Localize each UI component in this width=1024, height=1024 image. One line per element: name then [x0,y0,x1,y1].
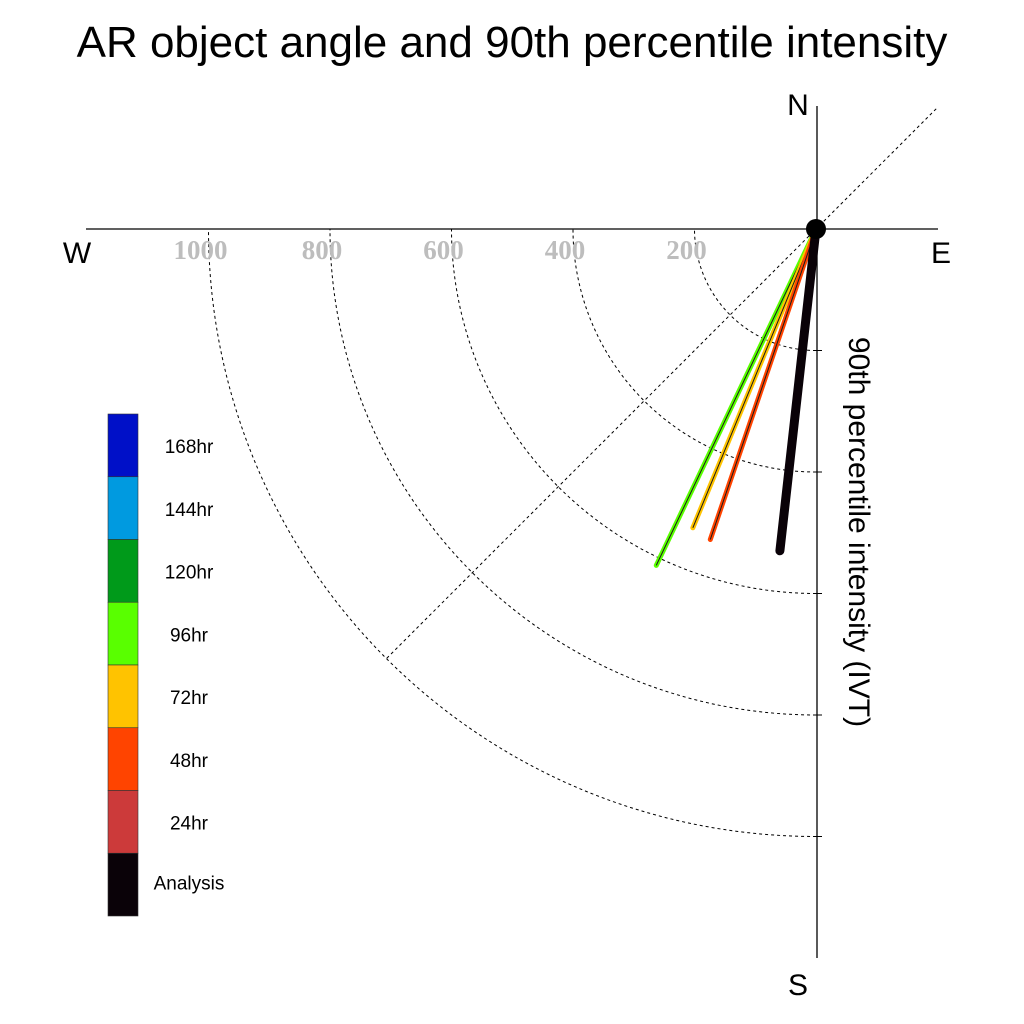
legend-label-72hr: 72hr [170,688,209,709]
series-line-48hr-core [709,228,817,540]
radial-tick-label-200: 200 [666,235,707,265]
legend-swatch-144hr [107,476,139,540]
compass-north-label: N [787,89,809,122]
legend-label-48hr: 48hr [170,751,209,772]
polar-grid [208,108,937,837]
legend-label-analysis: Analysis [154,873,225,894]
radial-tick-label-400: 400 [545,235,586,265]
radial-tick-label-600: 600 [423,235,464,265]
legend-swatch-48hr [107,727,139,791]
grid-arc-1000 [208,228,817,837]
compass-east-label: E [931,237,951,270]
radial-tick-label-1000: 1000 [174,235,228,265]
grid-arc-600 [451,228,817,594]
compass-south-label: S [788,969,808,1002]
legend-swatch-analysis [107,852,139,917]
origin-dot [806,219,826,239]
legend: 168hr 144hr 120hr 96hr 72hr 48hr 24hr Analysis [107,413,225,917]
series-lines [653,224,821,568]
series-line-96hr-core [655,228,817,566]
legend-label-120hr: 120hr [165,563,214,584]
series-line-72hr-core [692,228,817,528]
grid-arc-800 [329,228,817,716]
legend-label-144hr: 144hr [165,500,214,521]
compass-west-label: W [63,237,92,270]
radial-tick-labels: 200 400 600 800 1000 [174,235,707,265]
grid-arc-400 [572,228,817,473]
y-axis-label: 90th percentile intensity (IVT) [842,337,875,727]
legend-swatch-24hr [107,790,139,854]
legend-swatch-168hr [107,413,139,478]
legend-label-96hr: 96hr [170,625,209,646]
grid-arc-200 [694,228,817,351]
legend-swatch-96hr [107,601,139,666]
legend-label-24hr: 24hr [170,814,209,835]
chart-title: AR object angle and 90th percentile inte… [77,18,948,67]
radial-tick-label-800: 800 [302,235,343,265]
series-line-analysis [775,224,821,556]
legend-swatch-120hr [107,539,139,603]
legend-label-168hr: 168hr [165,437,214,458]
legend-swatch-72hr [107,664,139,729]
